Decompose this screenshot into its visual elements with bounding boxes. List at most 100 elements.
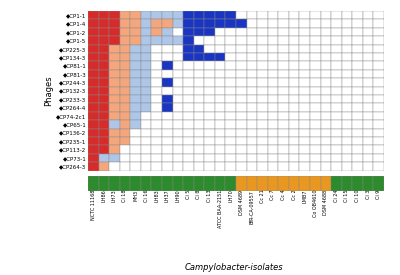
Bar xyxy=(320,61,331,70)
Bar xyxy=(152,95,162,103)
Bar xyxy=(236,78,246,87)
Bar xyxy=(194,61,204,70)
Bar xyxy=(152,128,162,137)
Bar xyxy=(320,112,331,120)
Bar xyxy=(236,70,246,78)
Bar xyxy=(215,70,226,78)
Bar xyxy=(246,137,257,145)
Bar xyxy=(215,145,226,154)
Bar xyxy=(236,162,246,170)
Bar xyxy=(289,137,300,145)
Bar xyxy=(374,112,384,120)
Bar xyxy=(278,112,289,120)
Bar xyxy=(331,103,342,112)
Bar xyxy=(320,53,331,61)
Bar xyxy=(374,28,384,36)
Bar xyxy=(226,45,236,53)
Bar xyxy=(352,137,363,145)
Bar xyxy=(194,36,204,45)
Bar xyxy=(120,87,130,95)
Bar xyxy=(120,61,130,70)
Bar xyxy=(141,87,152,95)
Bar xyxy=(98,11,109,20)
Bar xyxy=(320,154,331,162)
Bar xyxy=(109,78,120,87)
Bar xyxy=(204,120,215,128)
Bar xyxy=(88,137,98,145)
Bar xyxy=(141,53,152,61)
Bar xyxy=(236,103,246,112)
Bar xyxy=(204,20,215,28)
Bar xyxy=(98,112,109,120)
Bar xyxy=(320,103,331,112)
Bar xyxy=(363,137,374,145)
Bar xyxy=(183,103,194,112)
Bar xyxy=(215,87,226,95)
Bar xyxy=(130,70,141,78)
Bar xyxy=(320,87,331,95)
Bar xyxy=(88,120,98,128)
Bar xyxy=(236,61,246,70)
Bar xyxy=(363,61,374,70)
Bar xyxy=(215,53,226,61)
Bar xyxy=(141,36,152,45)
Bar xyxy=(268,87,278,95)
Bar xyxy=(236,137,246,145)
Bar xyxy=(183,137,194,145)
Bar xyxy=(109,145,120,154)
Bar xyxy=(278,162,289,170)
Bar xyxy=(141,70,152,78)
Bar xyxy=(226,20,236,28)
Bar xyxy=(215,154,226,162)
Bar xyxy=(374,61,384,70)
Bar xyxy=(331,45,342,53)
Bar xyxy=(88,176,98,191)
Bar xyxy=(352,112,363,120)
Bar xyxy=(130,162,141,170)
Bar xyxy=(120,103,130,112)
Bar xyxy=(342,95,352,103)
Bar xyxy=(141,95,152,103)
Bar xyxy=(331,11,342,20)
Bar xyxy=(226,162,236,170)
Bar xyxy=(88,28,98,36)
Bar xyxy=(352,176,363,191)
Bar xyxy=(320,11,331,20)
Bar xyxy=(257,45,268,53)
Bar xyxy=(204,162,215,170)
Bar xyxy=(109,45,120,53)
Bar xyxy=(268,78,278,87)
Bar xyxy=(152,61,162,70)
Bar xyxy=(374,87,384,95)
Bar xyxy=(152,87,162,95)
Bar xyxy=(172,11,183,20)
Bar xyxy=(98,87,109,95)
Bar xyxy=(342,53,352,61)
Bar xyxy=(88,145,98,154)
Bar xyxy=(204,87,215,95)
Bar xyxy=(236,120,246,128)
Bar xyxy=(257,70,268,78)
Bar xyxy=(109,103,120,112)
Bar xyxy=(278,137,289,145)
Bar xyxy=(236,95,246,103)
Bar xyxy=(194,128,204,137)
Bar xyxy=(374,128,384,137)
Bar xyxy=(162,28,172,36)
Bar xyxy=(246,112,257,120)
Bar xyxy=(172,154,183,162)
Bar xyxy=(162,120,172,128)
Bar xyxy=(236,36,246,45)
Bar xyxy=(278,176,289,191)
Bar xyxy=(88,53,98,61)
Bar xyxy=(183,145,194,154)
Bar xyxy=(331,61,342,70)
Bar xyxy=(278,145,289,154)
Bar xyxy=(342,28,352,36)
Bar xyxy=(300,128,310,137)
Bar xyxy=(342,154,352,162)
Bar xyxy=(246,128,257,137)
Bar xyxy=(172,137,183,145)
Bar xyxy=(300,45,310,53)
Bar xyxy=(257,11,268,20)
